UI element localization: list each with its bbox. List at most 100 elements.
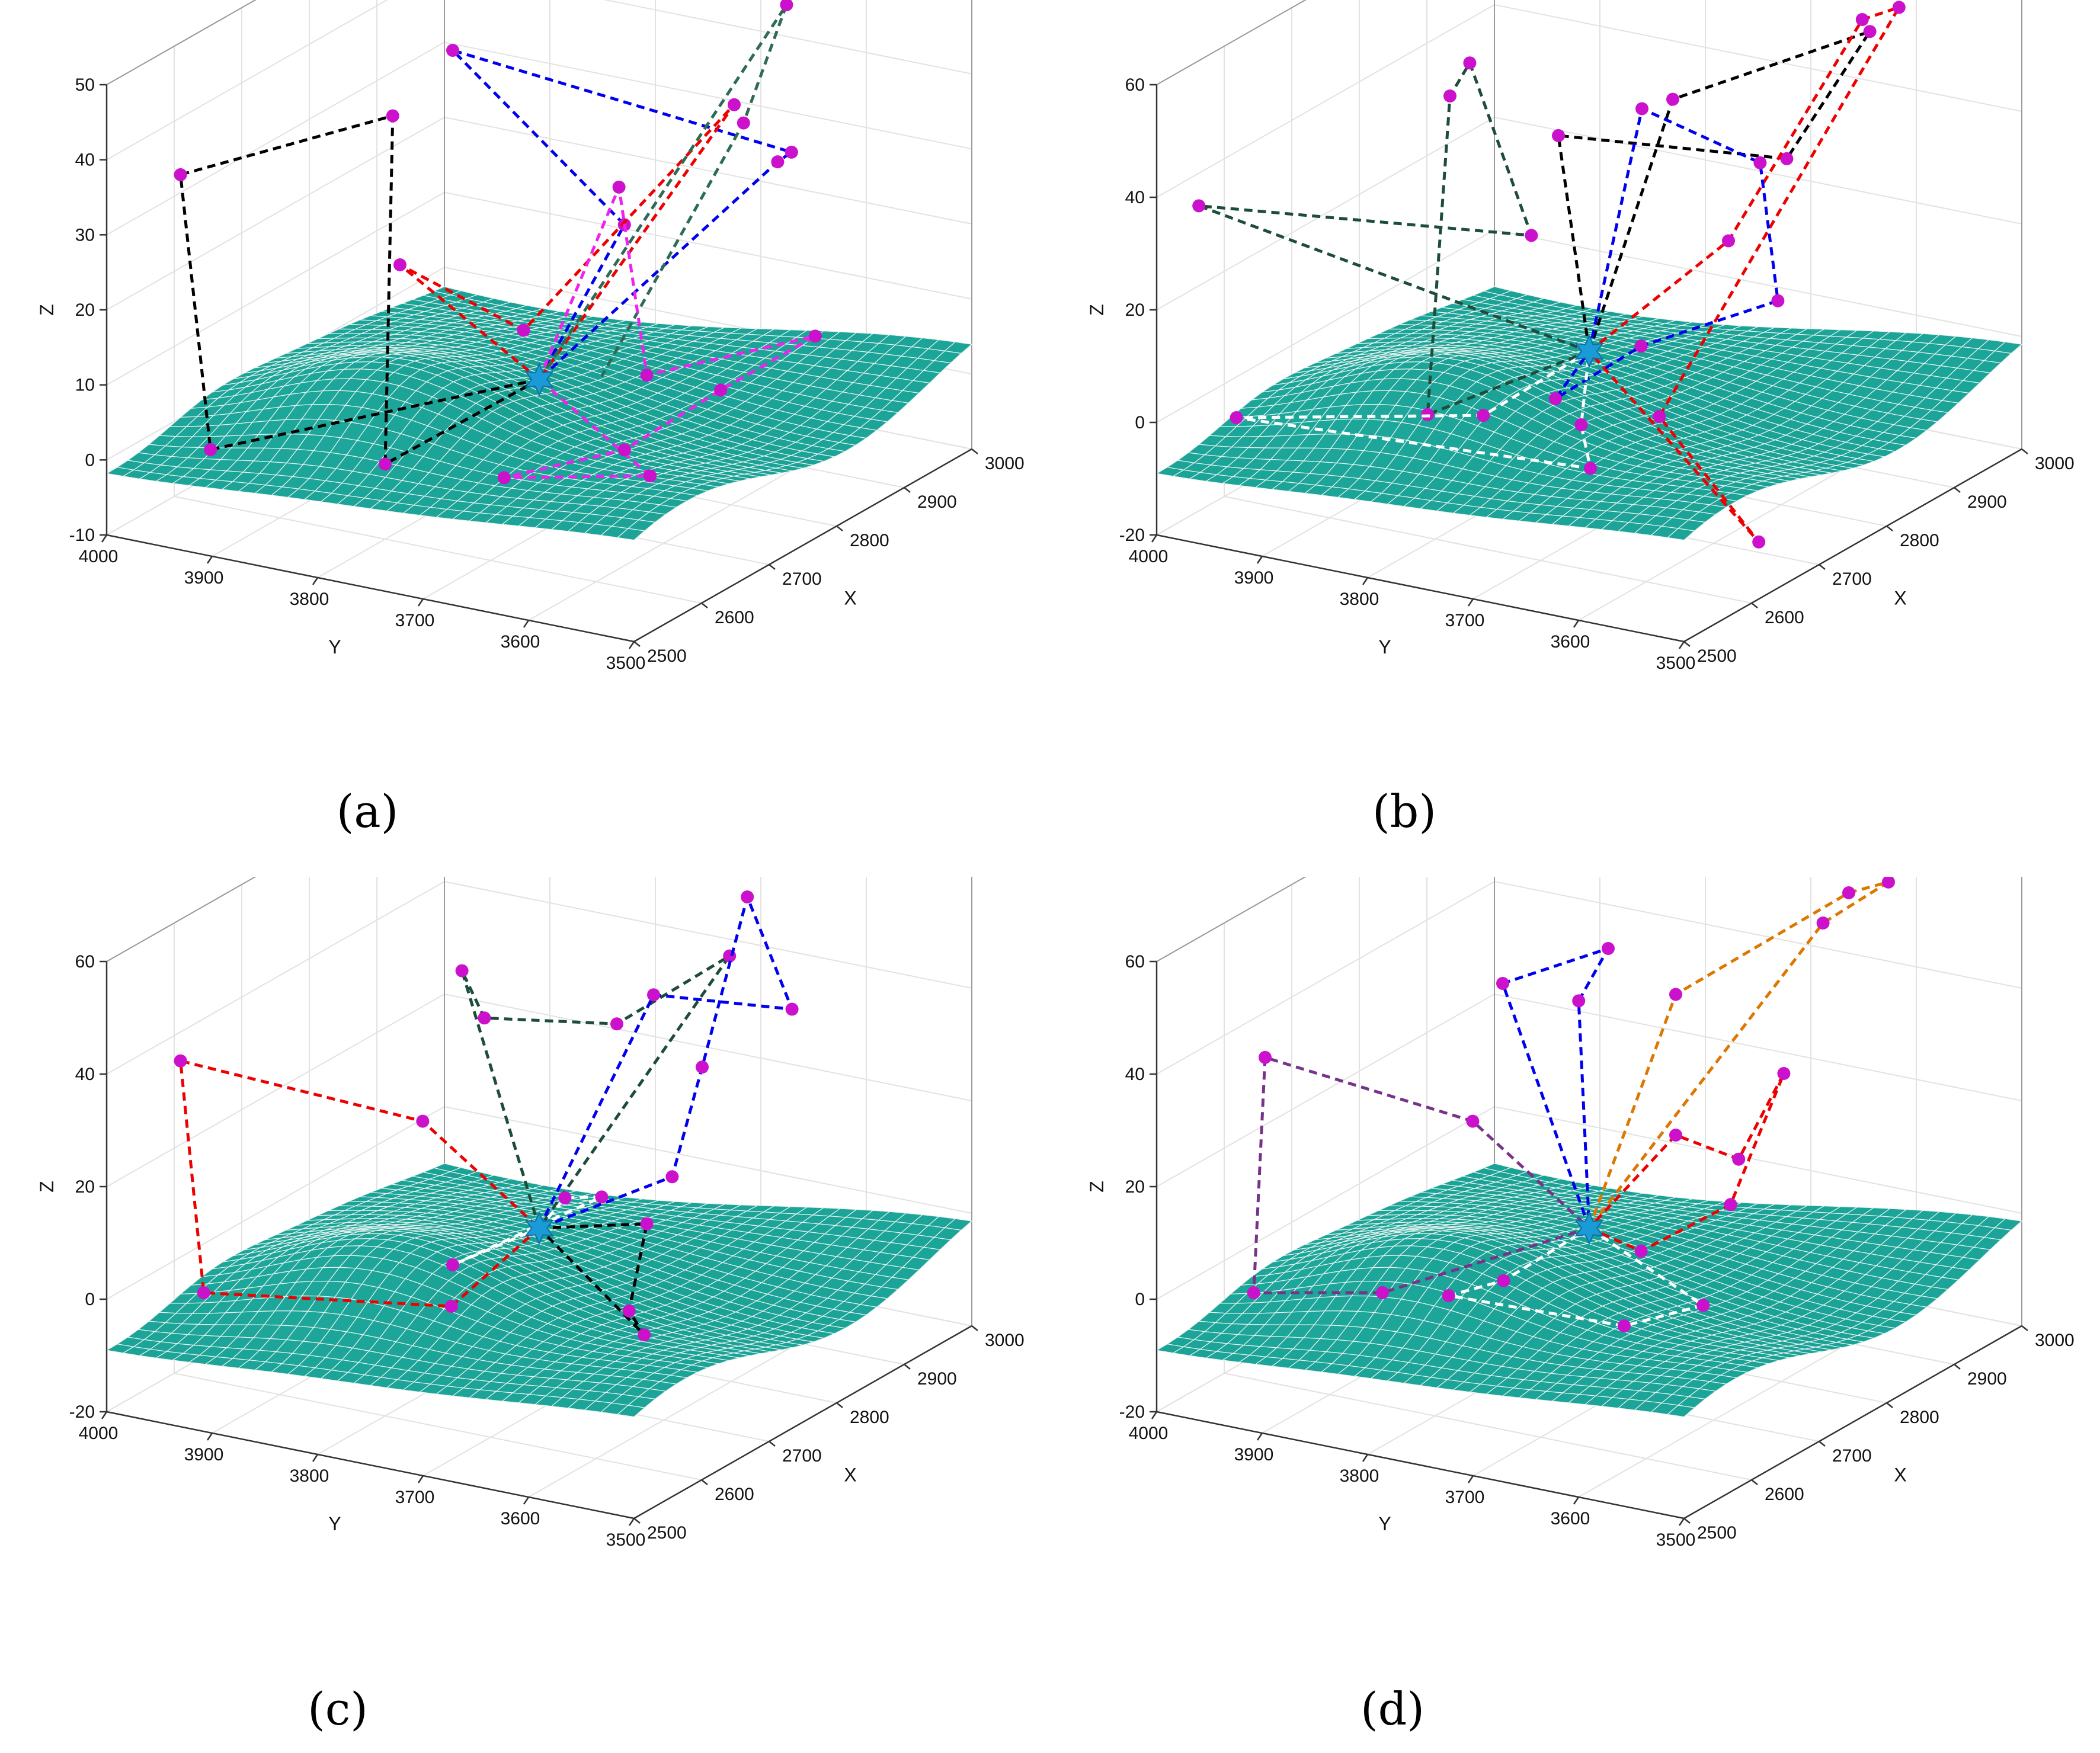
z-axis-label: Z [1086, 1181, 1107, 1193]
route-1-node [1863, 25, 1877, 39]
route-4-node [808, 329, 822, 343]
route-4-node [1618, 1319, 1631, 1333]
route-4-node [617, 443, 631, 457]
hub-star-marker [1574, 334, 1604, 368]
surface-mesh [105, 1163, 973, 1418]
route-2-node [1259, 1050, 1272, 1064]
x-tick-mark [1819, 564, 1826, 570]
route-0-node [379, 457, 392, 471]
route-1-node [1669, 988, 1682, 1001]
z-tick-label: 20 [1125, 1177, 1145, 1197]
y-tick-label: 3800 [290, 1466, 329, 1486]
y-axis-line [106, 534, 635, 643]
z-tick-label: 60 [75, 952, 95, 972]
route-4-node [612, 180, 626, 194]
z-gridline [1156, 0, 1307, 85]
z-tick-label: 40 [75, 150, 95, 170]
route-0-node [444, 1300, 458, 1313]
y-tick-label: 4000 [1129, 547, 1169, 566]
z-tick-label: 40 [1125, 188, 1145, 207]
x-tick-mark [1886, 1402, 1893, 1408]
y-tick-mark [523, 1496, 530, 1505]
route-0-node [1602, 942, 1615, 955]
x-tick-mark [971, 448, 978, 454]
y-tick-mark [1151, 1411, 1158, 1419]
z-tick-label: -20 [1119, 525, 1145, 545]
x-tick-mark [971, 1325, 978, 1331]
axes: 2500 2600 2700 2800 2900 3000 3500 3600 3700 3800… [1086, 75, 2075, 673]
route-0-node [204, 443, 217, 456]
x-tick-label: 2500 [647, 1523, 687, 1543]
x-tick-label: 2900 [917, 492, 957, 512]
x-tick-label: 2700 [782, 569, 822, 589]
box-top-edge [106, 877, 257, 962]
x-tick-mark [701, 1479, 708, 1485]
z-tick-label: -10 [69, 525, 95, 545]
route-1-line [1587, 880, 1890, 1229]
route-1-line [1557, 28, 1874, 352]
surface-cell [1666, 528, 1696, 541]
y-tick-mark [1256, 1432, 1263, 1441]
route-4-node [1497, 1274, 1510, 1287]
route-3-node [640, 1217, 654, 1230]
route-1-node [1552, 129, 1565, 142]
y-tick-label: 3800 [1340, 1466, 1379, 1486]
y-tick-label: 3600 [1551, 632, 1590, 652]
x-axis-line [633, 1325, 972, 1520]
route-3-node [1635, 102, 1648, 116]
x-tick-label: 3000 [2035, 454, 2075, 473]
x-tick-label: 2700 [782, 1446, 822, 1466]
z-gridline [1156, 877, 1307, 962]
y-tick-mark [1678, 641, 1685, 649]
x-tick-mark [904, 487, 911, 493]
x-tick-mark [769, 564, 776, 570]
y-tick-mark [1573, 620, 1580, 628]
x-tick-label: 2600 [1765, 1485, 1804, 1504]
x-tick-label: 2700 [1832, 1446, 1872, 1466]
route-2-node [785, 1002, 799, 1016]
route-4-node [1442, 1289, 1455, 1302]
z-gridline [1156, 4, 2022, 198]
z-tick-label: -20 [69, 1402, 95, 1422]
route-4-line [1236, 350, 1593, 470]
y-axis-line [1156, 534, 1685, 643]
x-tick-mark [1683, 1518, 1691, 1524]
y-tick-label: 3700 [1445, 1488, 1485, 1507]
hub-star-marker [524, 1211, 554, 1245]
y-tick-label: 3800 [1340, 589, 1379, 609]
route-0-node [386, 109, 399, 123]
box-top-edge [1156, 877, 1307, 962]
z-gridline [106, 993, 972, 1187]
route-3-line [537, 4, 788, 380]
z-axis-label: Z [36, 304, 57, 316]
y-tick-label: 3900 [184, 1445, 224, 1464]
route-1-node [1882, 877, 1895, 889]
z-tick-label: 0 [85, 450, 95, 470]
y-tick-label: 3600 [501, 1509, 540, 1528]
route-1-line [452, 49, 795, 381]
z-tick-label: 10 [75, 376, 95, 395]
z-axis-label: Z [1086, 304, 1107, 316]
routes [1192, 1, 1906, 549]
z-axis-label: Z [36, 1181, 57, 1193]
y-tick-label: 3500 [1656, 653, 1696, 673]
route-4-node [1230, 411, 1243, 424]
route-2-node [517, 323, 530, 337]
x-tick-label: 2500 [1697, 646, 1737, 666]
route-0-node [197, 1286, 210, 1300]
y-tick-label: 4000 [1129, 1424, 1169, 1443]
y-axis-label: Y [1378, 636, 1391, 658]
route-4-node [497, 471, 511, 485]
y-tick-mark [417, 598, 424, 607]
x-tick-label: 2700 [1832, 569, 1872, 589]
y-tick-mark [1467, 598, 1474, 607]
route-1-node [478, 1011, 491, 1025]
surface-mesh [1155, 286, 2023, 541]
route-2-node [741, 890, 754, 903]
x-tick-label: 2900 [917, 1369, 957, 1389]
route-4-node [1574, 418, 1588, 431]
y-tick-label: 3500 [606, 1530, 646, 1550]
route-2-node [1892, 1, 1906, 14]
route-2-node [1855, 13, 1869, 26]
